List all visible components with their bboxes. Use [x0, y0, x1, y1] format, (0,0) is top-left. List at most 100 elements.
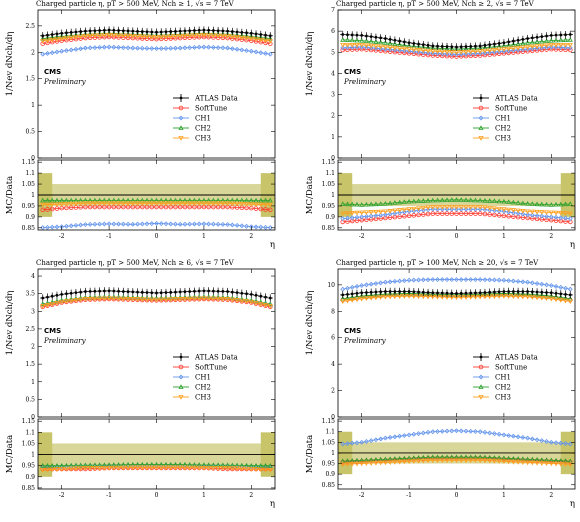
data-point	[145, 30, 149, 34]
data-point	[373, 44, 379, 49]
ratio-point	[567, 462, 573, 468]
ratio-point	[63, 197, 70, 203]
ratio-point	[562, 201, 569, 207]
ratio-point	[468, 206, 474, 212]
data-point	[402, 40, 406, 44]
ratio-point	[487, 212, 492, 217]
data-point	[435, 277, 441, 283]
data-point	[483, 291, 487, 294]
ratio-point	[262, 202, 269, 208]
data-point	[55, 32, 59, 36]
data-point	[82, 45, 88, 51]
ratio-point	[368, 461, 374, 466]
cms-label: CMS	[344, 327, 361, 335]
data-point	[44, 38, 51, 44]
data-point	[121, 29, 125, 33]
data-point	[544, 44, 550, 50]
ratio-point	[40, 467, 46, 473]
data-point	[516, 38, 520, 42]
data-point	[430, 277, 436, 283]
data-point	[243, 33, 250, 38]
ratio-point	[120, 201, 126, 207]
data-point	[359, 44, 365, 50]
ratio-y-tick-label: 0.85	[22, 485, 36, 492]
ratio-point	[172, 221, 178, 227]
data-point	[420, 50, 426, 55]
data-point	[168, 45, 174, 51]
data-point	[139, 297, 145, 302]
data-point	[262, 35, 269, 40]
legend-marker	[478, 125, 484, 130]
data-point	[450, 291, 454, 295]
ratio-point	[101, 201, 107, 207]
data-point	[267, 301, 273, 306]
data-point	[177, 297, 183, 302]
preliminary-label: Preliminary	[343, 337, 387, 345]
data-point	[121, 290, 125, 293]
ratio-point	[59, 202, 65, 207]
ratio-point	[529, 201, 535, 206]
data-point	[158, 46, 164, 51]
legend-label: CH2	[195, 125, 211, 133]
x-tick-label: 0	[455, 492, 459, 499]
ratio-point	[539, 213, 545, 219]
ratio-point	[201, 201, 207, 207]
data-point	[202, 289, 206, 293]
ratio-point	[153, 201, 160, 207]
ratio-point	[525, 212, 531, 218]
ratio-point	[397, 208, 403, 213]
ratio-point	[125, 201, 131, 207]
ratio-point	[340, 201, 346, 206]
data-point	[426, 43, 430, 47]
ratio-point	[558, 440, 564, 446]
data-point	[379, 290, 383, 294]
ratio-point	[363, 439, 369, 444]
data-point	[510, 46, 516, 51]
data-point	[474, 291, 477, 295]
y-tick-label: 2	[31, 49, 35, 56]
y-tick-label: 3	[31, 308, 35, 315]
ratio-point	[434, 458, 441, 464]
ratio-point	[387, 460, 393, 465]
data-point	[178, 29, 182, 33]
data-point	[140, 30, 144, 33]
ratio-point	[187, 221, 193, 227]
data-point	[515, 278, 521, 284]
y-axis-label: 1/Nev dNch/dη	[305, 291, 315, 356]
legend-marker	[179, 96, 183, 100]
ratio-point	[182, 201, 188, 207]
ratio-point	[492, 212, 497, 218]
data-point	[407, 290, 411, 293]
data-point	[193, 289, 196, 293]
x-tick-label: -1	[106, 233, 112, 240]
data-point	[398, 290, 402, 293]
ratio-point	[453, 458, 460, 464]
data-point	[59, 36, 65, 42]
ratio-point	[263, 207, 268, 212]
ratio-point	[172, 465, 179, 471]
ratio-point	[196, 201, 202, 207]
legend-marker	[479, 355, 483, 359]
ratio-point	[373, 201, 379, 207]
ratio-point	[529, 209, 535, 215]
data-point	[136, 290, 139, 294]
data-point	[46, 295, 49, 299]
data-point	[354, 283, 360, 289]
data-point	[559, 33, 563, 37]
data-point	[101, 296, 107, 302]
data-point	[482, 277, 488, 283]
y-tick-label: 3	[331, 92, 335, 99]
data-point	[120, 296, 126, 302]
data-point	[567, 299, 573, 305]
data-point	[349, 44, 355, 50]
ratio-point	[477, 197, 483, 203]
x-axis-label: η	[270, 499, 275, 509]
data-point	[340, 299, 346, 305]
data-point	[92, 296, 98, 302]
ratio-point	[349, 215, 355, 221]
ratio-point	[501, 207, 507, 212]
data-point	[384, 37, 387, 40]
data-point	[78, 297, 84, 303]
ratio-point	[548, 214, 554, 220]
data-point	[187, 45, 193, 51]
